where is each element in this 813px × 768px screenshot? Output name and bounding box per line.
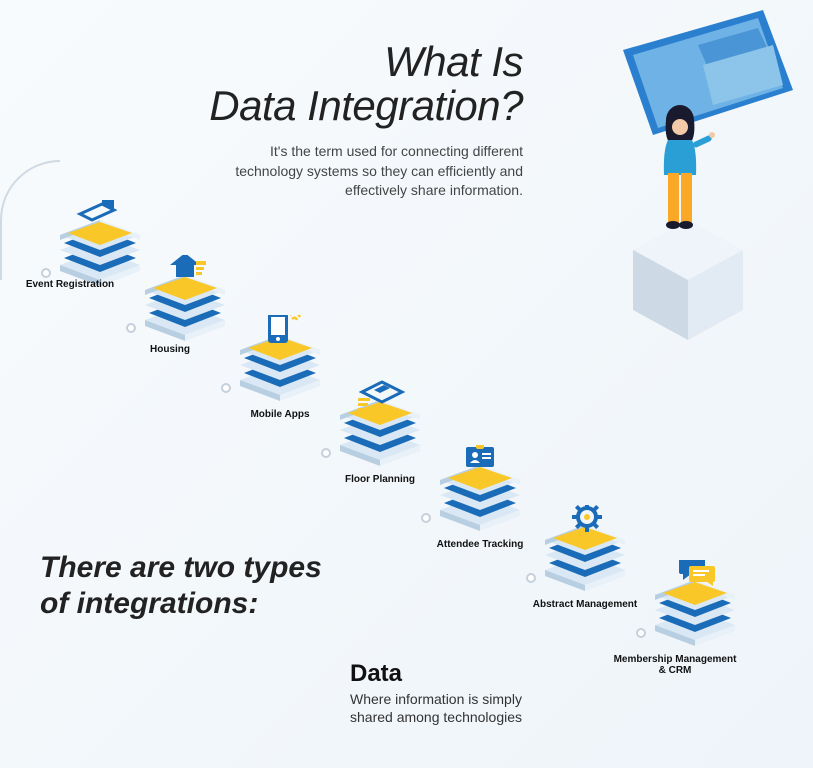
- connector-dot: [221, 383, 231, 393]
- stack-label: Housing: [105, 344, 235, 355]
- hero-illustration: [563, 10, 793, 350]
- connector-dot: [41, 268, 51, 278]
- stack-badge: Attendee Tracking: [425, 445, 535, 550]
- title-line2: Data Integration?: [209, 82, 523, 129]
- header-block: What Is Data Integration? It's the term …: [203, 40, 523, 201]
- stack-label: Abstract Management: [520, 599, 650, 610]
- stack-floor: Floor Planning: [325, 380, 435, 485]
- data-desc: Where information is simply shared among…: [350, 690, 550, 726]
- connector-dot: [321, 448, 331, 458]
- connector-dot: [526, 573, 536, 583]
- connector-dot: [421, 513, 431, 523]
- subhead-line2: of integrations:: [40, 587, 258, 620]
- stack-label: Event Registration: [5, 279, 135, 290]
- stack-label: Attendee Tracking: [415, 539, 545, 550]
- connector-dot: [636, 628, 646, 638]
- subhead: There are two types of integrations:: [40, 550, 322, 622]
- page-title: What Is Data Integration?: [203, 40, 523, 128]
- subhead-line1: There are two types: [40, 551, 322, 584]
- stack-phone: Mobile Apps: [225, 315, 335, 420]
- stack-gear: Abstract Management: [530, 505, 640, 610]
- stack-house: Housing: [130, 255, 240, 360]
- connector-dot: [126, 323, 136, 333]
- integration-type-data: Data Where information is simply shared …: [350, 660, 550, 726]
- data-title: Data: [350, 660, 550, 688]
- stack-chat: Membership Management & CRM: [640, 560, 750, 665]
- title-line1: What Is: [384, 38, 523, 85]
- stack-label: Membership Management & CRM: [610, 654, 740, 676]
- page-subtitle: It's the term used for connecting differ…: [203, 142, 523, 201]
